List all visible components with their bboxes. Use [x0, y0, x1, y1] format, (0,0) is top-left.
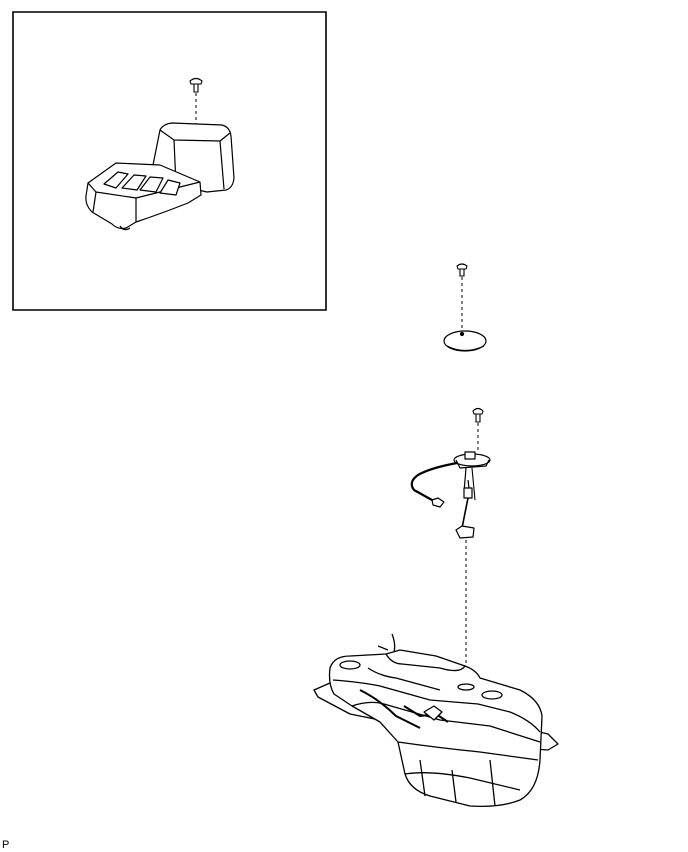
- console-box: [86, 123, 234, 230]
- service-hole-cover: [444, 331, 486, 351]
- fuel-sender-gauge: [412, 452, 490, 538]
- console-box-screw: [190, 79, 202, 93]
- inset-frame: [13, 12, 326, 310]
- figure-code: P: [2, 839, 9, 851]
- cover-screw: [457, 264, 467, 276]
- fuel-tank: [314, 634, 558, 806]
- gauge-screw: [473, 409, 483, 423]
